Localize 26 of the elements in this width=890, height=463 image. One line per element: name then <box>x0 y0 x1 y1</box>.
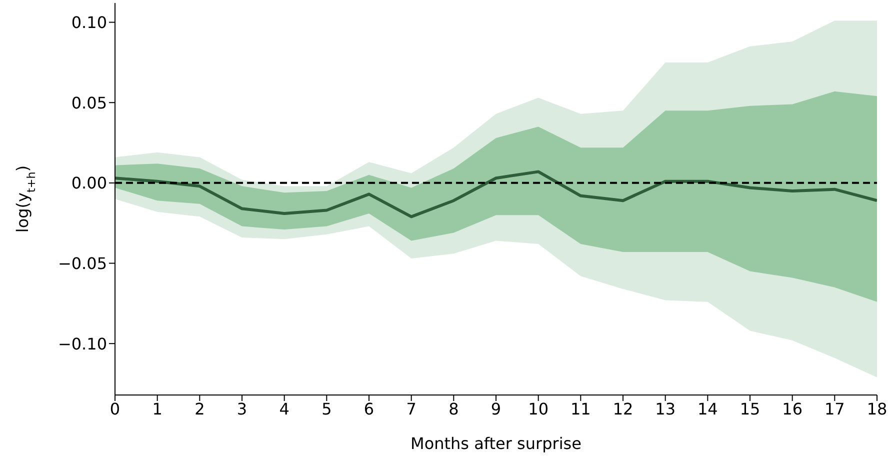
x-tick-label: 17 <box>824 399 845 418</box>
line-series <box>115 170 877 218</box>
x-axis-title: Months after surprise <box>410 434 582 453</box>
x-tick-label: 7 <box>406 399 416 418</box>
y-tick-label: 0.05 <box>71 93 107 112</box>
y-tick-label: −0.05 <box>58 254 107 273</box>
x-tick-label: 15 <box>740 399 760 418</box>
y-tick-label: −0.10 <box>58 334 107 354</box>
x-tick-label: 11 <box>570 399 591 418</box>
x-tick-label: 16 <box>782 399 803 418</box>
x-tick-label: 9 <box>490 399 502 418</box>
x-tick-label: 14 <box>697 399 718 418</box>
x-tick-label: 4 <box>279 399 290 418</box>
y-tick-label: 0.00 <box>71 174 107 193</box>
x-tick-label: 0 <box>110 399 120 418</box>
x-tick-label: 12 <box>612 399 634 418</box>
x-tick-label: 2 <box>194 399 205 418</box>
x-tick-label: 10 <box>528 399 549 418</box>
y-tick-label: 0.10 <box>71 12 107 32</box>
x-tick-label: 13 <box>655 399 676 418</box>
x-tick-label: 1 <box>152 399 162 418</box>
x-tick-label: 18 <box>866 399 888 418</box>
x-tick-label: 3 <box>236 399 248 418</box>
x-tick-label: 6 <box>364 399 374 418</box>
x-tick-label: 5 <box>322 399 332 418</box>
x-tick-label: 8 <box>448 399 459 418</box>
